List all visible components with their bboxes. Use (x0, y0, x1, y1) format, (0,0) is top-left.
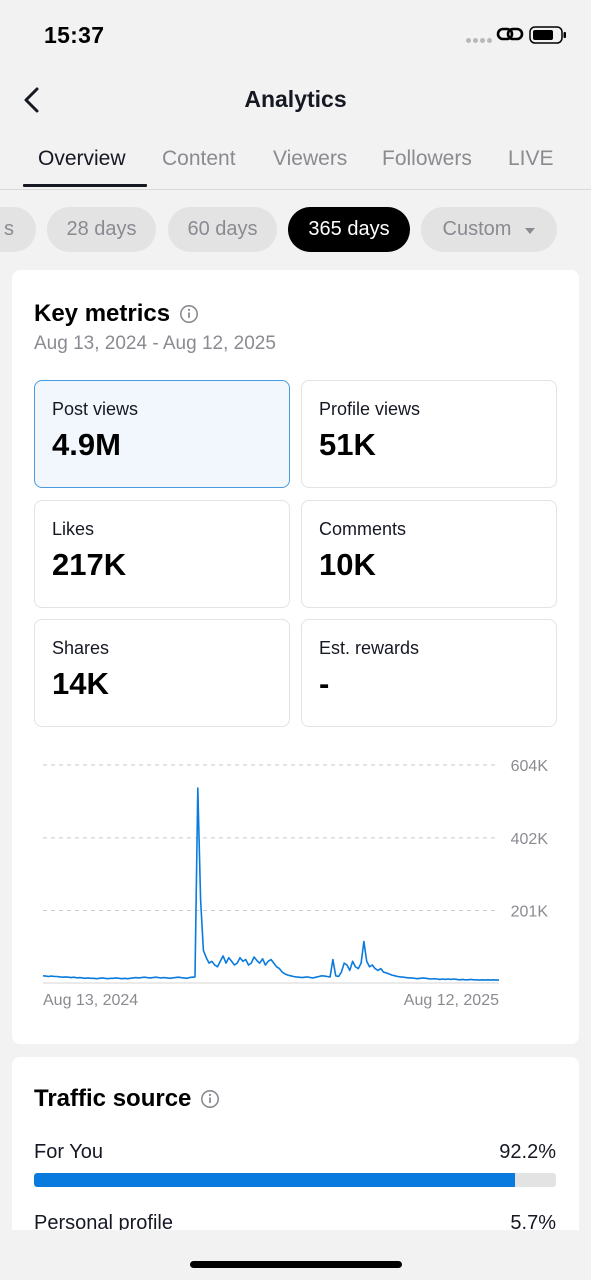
metric-label: Post views (52, 399, 139, 419)
bottom-safe-area (0, 1230, 591, 1280)
metric-value: 10K (319, 547, 376, 582)
chip-partial[interactable]: s (0, 207, 36, 252)
tab-content[interactable]: Content (162, 147, 236, 170)
date-range: Aug 13, 2024 - Aug 12, 2025 (34, 333, 276, 354)
metric-profile-views[interactable]: Profile views 51K (301, 380, 557, 488)
chip-custom-label: Custom (442, 218, 512, 240)
active-tab-indicator (23, 184, 147, 187)
metric-value: 14K (52, 666, 109, 701)
traffic-source-name: For You (34, 1141, 103, 1163)
tab-followers[interactable]: Followers (382, 147, 472, 170)
metric-est-rewards[interactable]: Est. rewards - (301, 619, 557, 727)
metric-label: Shares (52, 638, 110, 658)
tab-live[interactable]: LIVE (508, 147, 554, 170)
metric-likes[interactable]: Likes 217K (34, 500, 290, 608)
info-icon[interactable] (179, 304, 199, 324)
date-filter-chips: s 28 days 60 days 365 days Custom (0, 207, 591, 253)
traffic-source-name: Personal profile (34, 1212, 173, 1234)
metric-value: 217K (52, 547, 127, 582)
post-views-line (42, 787, 499, 981)
chip-60-days[interactable]: 60 days (168, 207, 277, 252)
chevron-left-icon (24, 87, 39, 113)
chip-365-days[interactable]: 365 days (288, 207, 410, 252)
home-indicator (190, 1261, 402, 1268)
y-tick-label: 402K (511, 831, 549, 848)
metric-label: Est. rewards (319, 638, 420, 658)
key-metrics-title: Key metrics (34, 300, 171, 327)
traffic-source-card: Traffic source For You 92.2% Personal pr… (12, 1057, 579, 1257)
post-views-chart[interactable]: 201K 402K 604K Aug 13, 2024 Aug 12, 2025 (12, 745, 579, 1015)
tab-overview[interactable]: Overview (38, 147, 126, 170)
info-icon[interactable] (200, 1089, 220, 1109)
battery-icon (529, 26, 566, 44)
x-axis-end-label: Aug 12, 2025 (404, 992, 499, 1009)
metric-value: 4.9M (52, 427, 121, 462)
key-metrics-card: Key metrics Aug 13, 2024 - Aug 12, 2025 … (12, 270, 579, 1044)
status-bar: 15:37 (0, 0, 591, 70)
metric-label: Likes (52, 519, 95, 539)
metric-label: Profile views (319, 399, 421, 419)
traffic-source-percent: 5.7% (510, 1212, 556, 1234)
link-icon (496, 27, 524, 41)
chip-28-days[interactable]: 28 days (47, 207, 156, 252)
metric-post-views[interactable]: Post views 4.9M (34, 380, 290, 488)
chip-label: s (4, 218, 14, 240)
y-tick-label: 201K (511, 903, 549, 920)
traffic-bar-for-you (34, 1173, 556, 1187)
status-time: 15:37 (44, 22, 105, 48)
tab-bar: Overview Content Viewers Followers LIVE (0, 138, 591, 190)
traffic-source-percent: 92.2% (499, 1141, 556, 1163)
y-tick-label: 604K (511, 758, 549, 775)
key-metrics-heading: Key metrics (34, 300, 199, 328)
back-button[interactable] (14, 82, 50, 118)
page-title: Analytics (244, 86, 347, 112)
traffic-source-heading: Traffic source (34, 1085, 220, 1113)
traffic-bar-fill (34, 1173, 516, 1187)
traffic-source-title: Traffic source (34, 1085, 192, 1112)
tab-viewers[interactable]: Viewers (273, 147, 348, 170)
metric-comments[interactable]: Comments 10K (301, 500, 557, 608)
metric-value: - (319, 666, 330, 701)
signal-icon (466, 38, 492, 43)
x-axis-start-label: Aug 13, 2024 (43, 992, 138, 1009)
chip-custom[interactable]: Custom (421, 207, 557, 252)
metric-shares[interactable]: Shares 14K (34, 619, 290, 727)
caret-down-icon (525, 227, 536, 234)
header: Analytics (0, 70, 591, 130)
metric-value: 51K (319, 427, 376, 462)
metric-label: Comments (319, 519, 407, 539)
